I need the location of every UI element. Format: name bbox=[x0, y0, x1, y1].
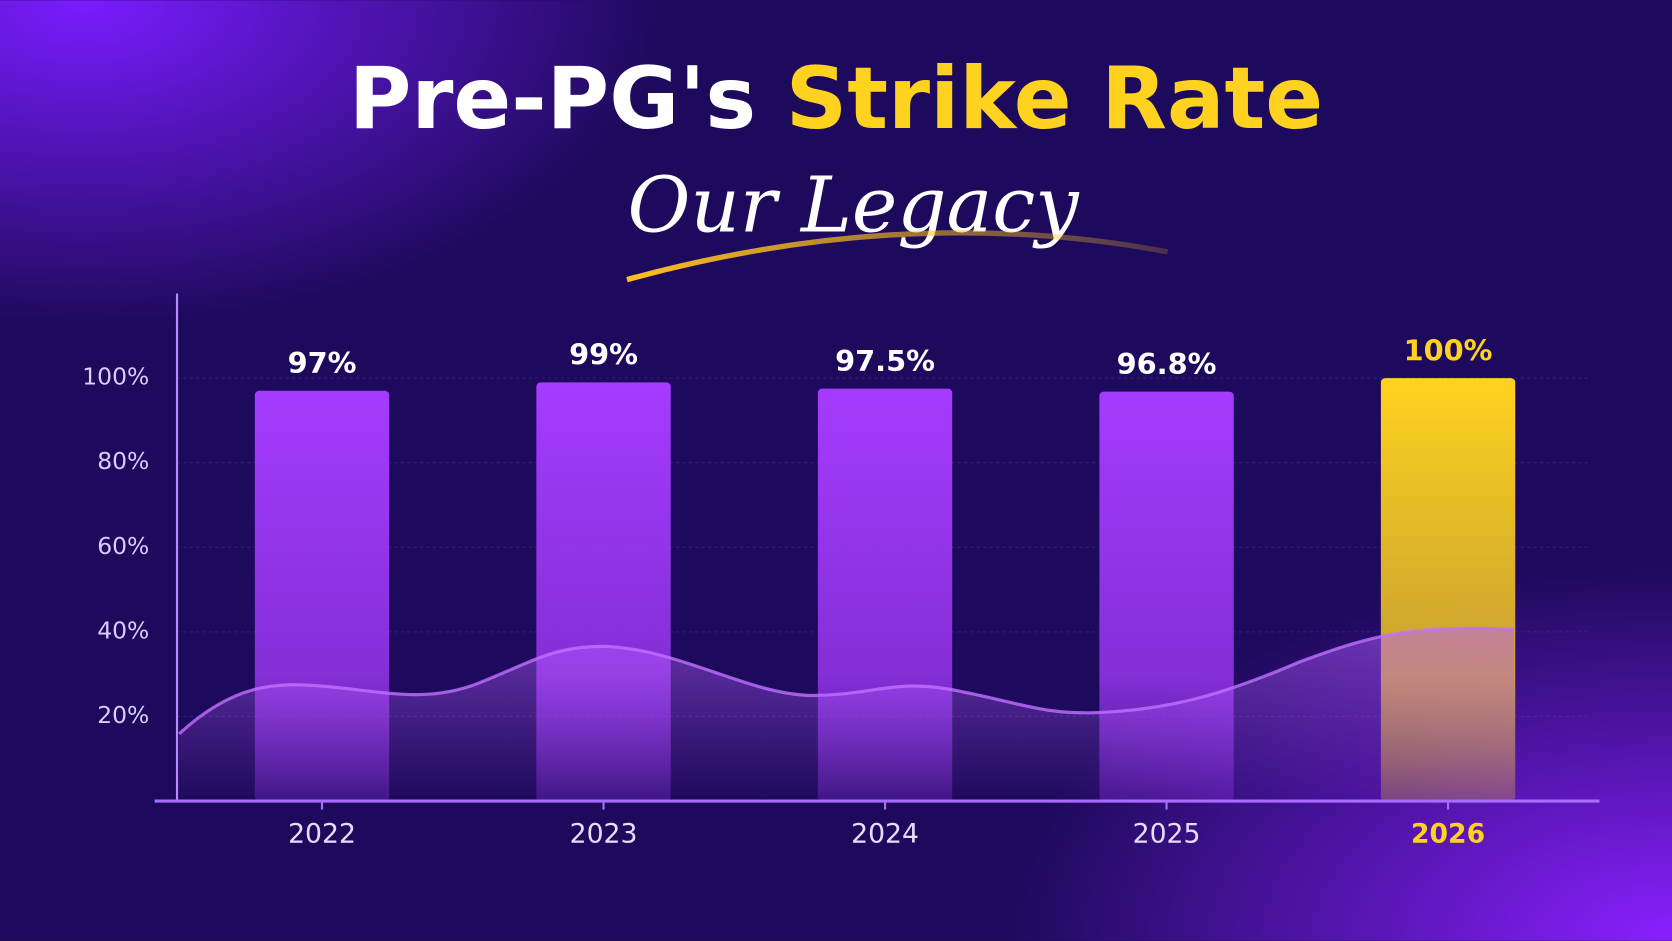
title-part: Pre-PG's bbox=[349, 50, 756, 149]
y-tick-label: 20% bbox=[97, 701, 149, 729]
x-tick-label: 2022 bbox=[288, 819, 356, 850]
value-label: 97% bbox=[288, 346, 357, 380]
plot: 20% 40% 60% 80% 100% 97% 2022 99% 2023 97.5% 2024 9… bbox=[82, 333, 1589, 850]
value-label: 99% bbox=[569, 338, 638, 372]
title-part: Strike Rate bbox=[786, 50, 1323, 149]
value-label: 97.5% bbox=[835, 344, 935, 378]
x-tick-label: 2023 bbox=[570, 819, 638, 850]
decorative-wave bbox=[179, 628, 1515, 800]
y-tick-label: 60% bbox=[97, 532, 149, 560]
y-tick-label: 100% bbox=[82, 363, 149, 391]
decorative-wave-line bbox=[178, 626, 1515, 736]
x-tick-label: 2024 bbox=[851, 819, 919, 850]
y-tick-label: 40% bbox=[97, 616, 149, 644]
value-label: 96.8% bbox=[1117, 347, 1217, 381]
value-label: 100% bbox=[1404, 333, 1493, 367]
y-tick-label: 80% bbox=[97, 447, 149, 475]
underline bbox=[626, 230, 1169, 283]
title: Pre-PG's Strike Rate bbox=[349, 50, 1323, 149]
x-tick-label: 2025 bbox=[1133, 819, 1201, 850]
x-tick-label: 2026 bbox=[1411, 819, 1485, 850]
